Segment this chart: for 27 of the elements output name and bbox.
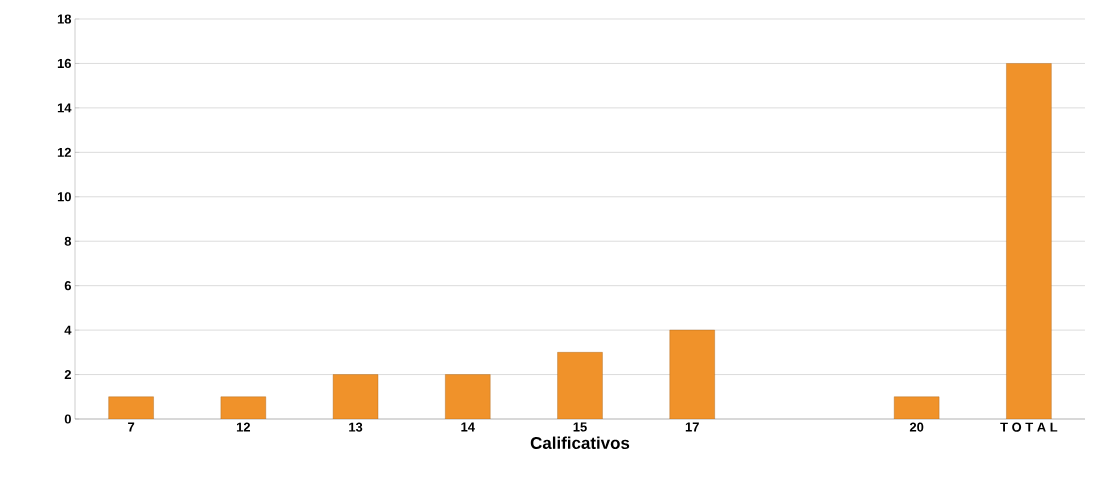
x-axis-title: Calificativos	[530, 436, 630, 449]
bar	[1006, 63, 1052, 419]
bar	[332, 374, 379, 419]
y-tick-label: 16	[57, 58, 72, 69]
y-tick-label: 8	[64, 236, 72, 246]
x-tick-label: 13	[349, 422, 363, 432]
x-tick-label: T O T A L	[1000, 422, 1058, 432]
y-tick-label: 12	[57, 147, 71, 157]
y-tick-label: 6	[64, 281, 72, 291]
y-tick-label: 10	[57, 192, 71, 202]
x-tick-label: 12	[236, 422, 251, 432]
bar	[445, 374, 491, 419]
bar	[669, 329, 715, 419]
y-tick-label: 2	[64, 370, 71, 380]
y-tick-label: 4	[64, 325, 72, 335]
y-tick-label: 0	[64, 414, 71, 424]
x-tick-label: 7	[128, 422, 135, 432]
y-tick-label: 14	[57, 103, 72, 113]
x-tick-label: 20	[909, 422, 924, 432]
x-tick-label: 15	[573, 422, 587, 432]
x-tick-label: 14	[461, 422, 475, 432]
y-tick-label: 18	[57, 14, 72, 24]
bar	[108, 396, 154, 419]
x-tick-label: 17	[685, 422, 699, 432]
bar	[557, 352, 603, 419]
bar	[220, 396, 266, 419]
bar	[894, 396, 940, 419]
